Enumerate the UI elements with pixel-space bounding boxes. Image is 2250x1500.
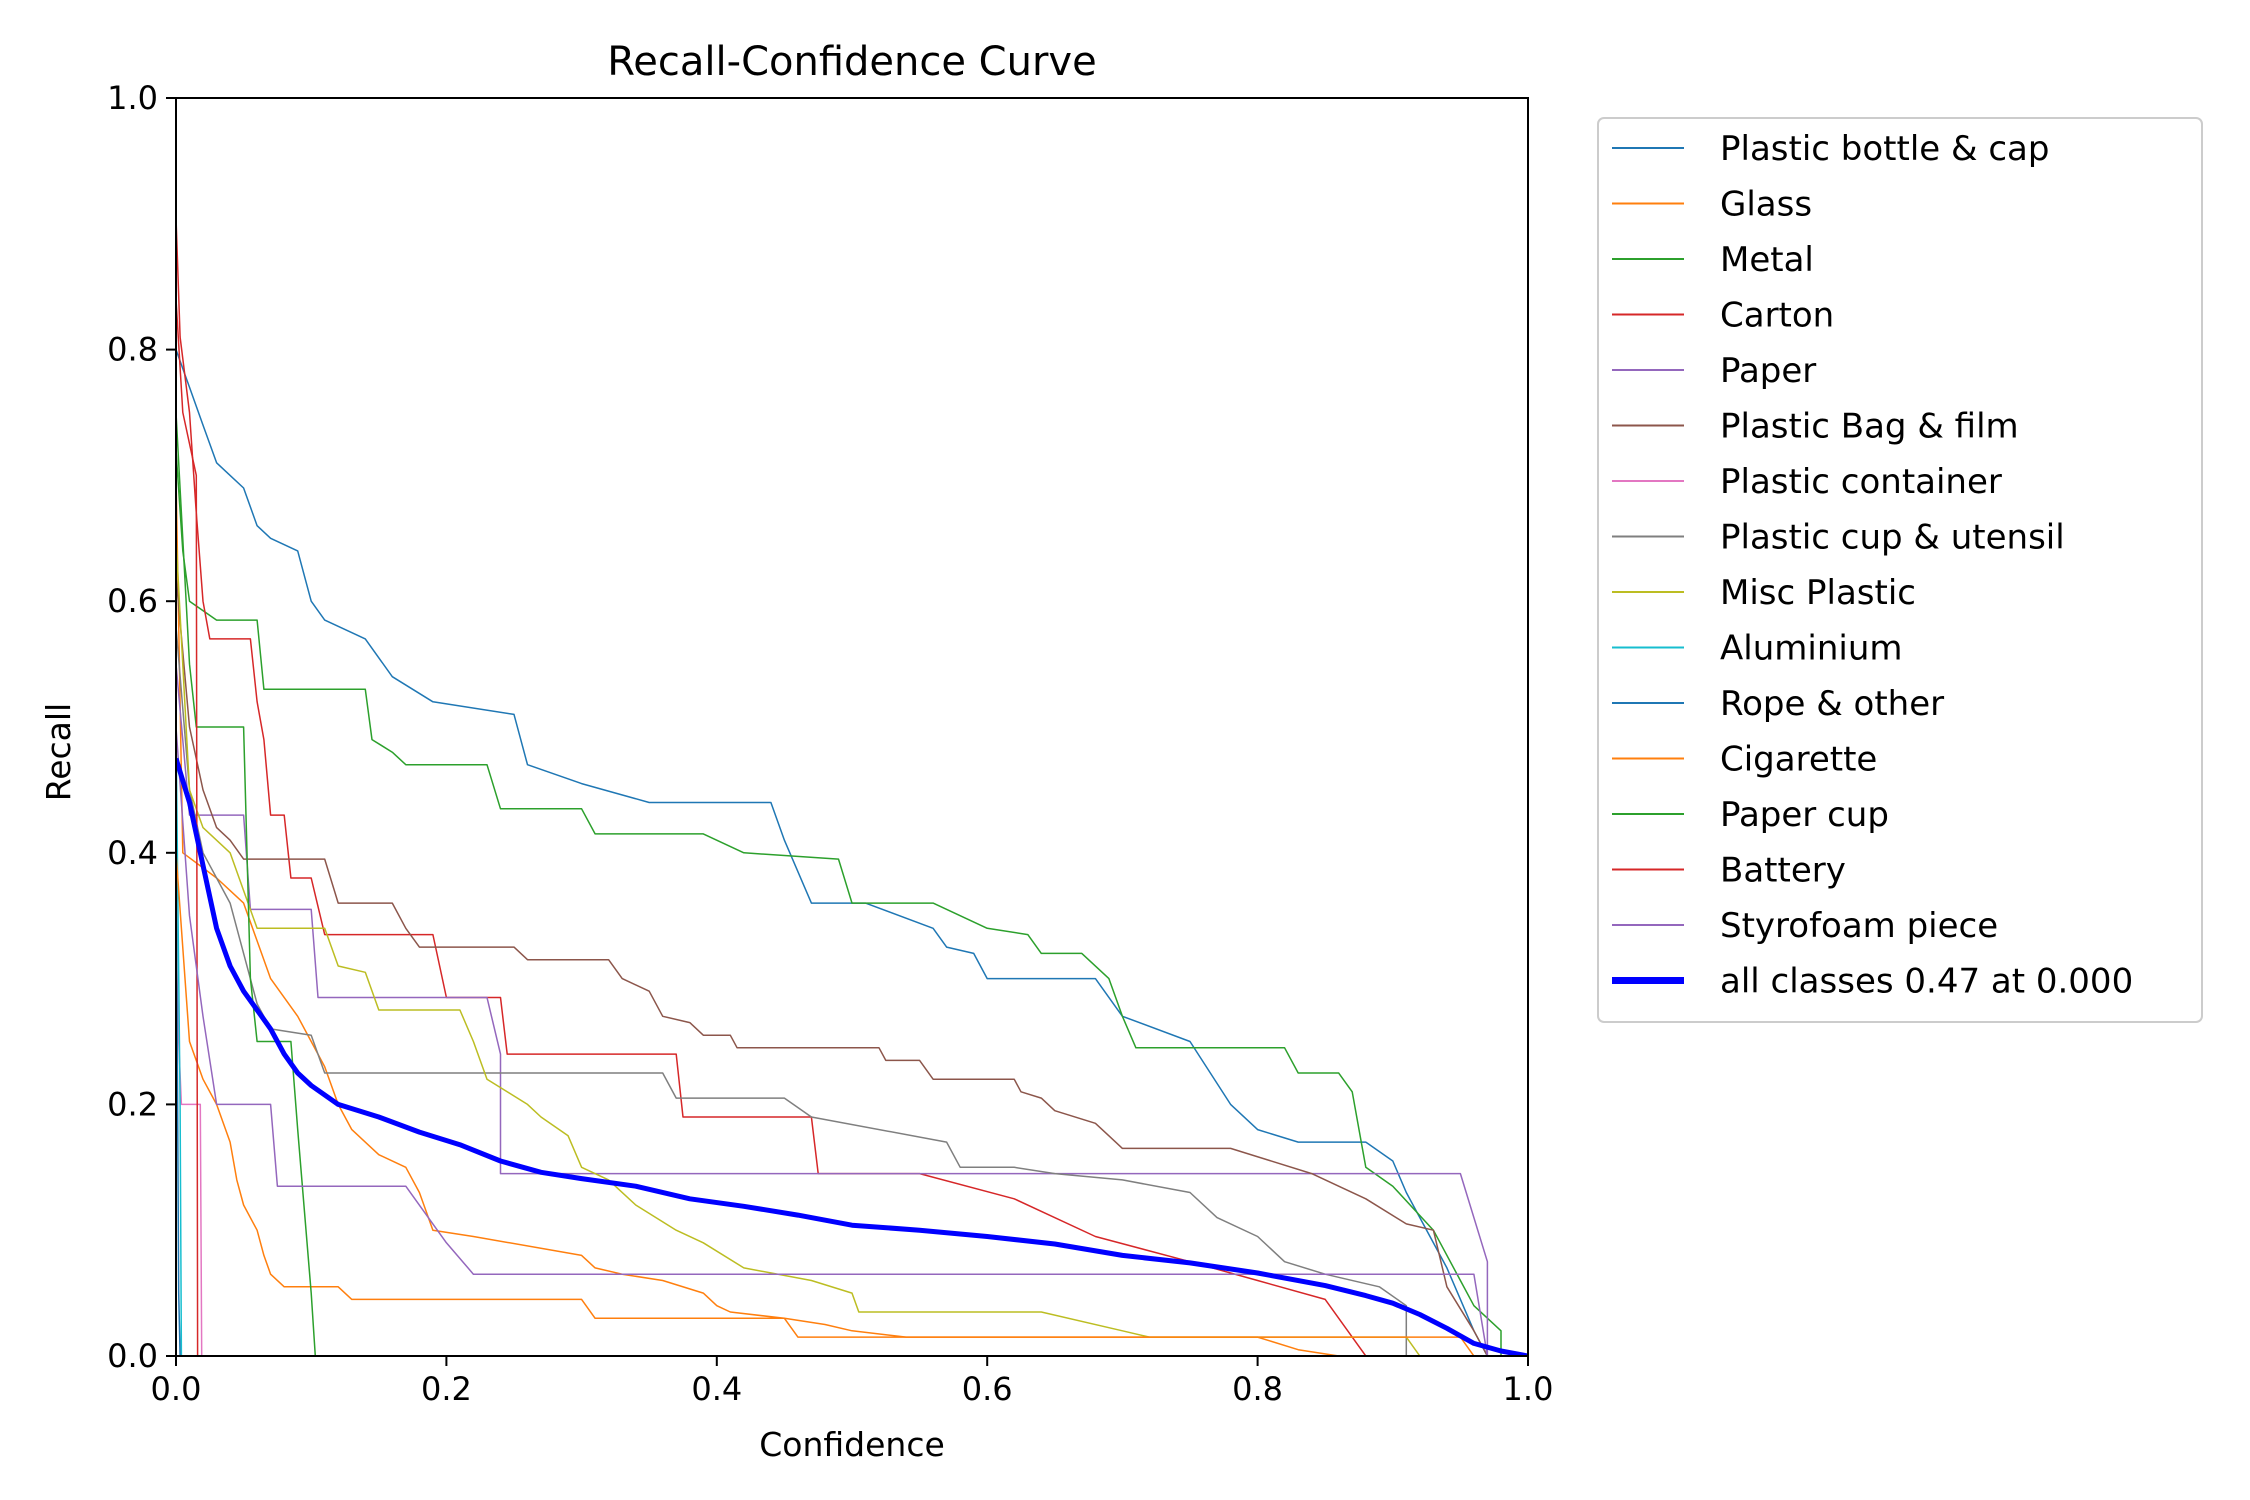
legend-label: Aluminium [1720,629,1902,669]
chart-title: Recall-Confidence Curve [607,39,1096,85]
series-line-6 [176,940,203,1356]
series-line-7 [176,626,1408,1356]
y-tick-label: 0.2 [107,1085,158,1123]
legend-label: Plastic bottle & cap [1720,129,2049,169]
legend-label: Glass [1720,185,1812,225]
legend-label: Plastic container [1720,462,2002,502]
legend-label: Paper [1720,351,1816,391]
x-axis-label: Confidence [759,1425,945,1464]
x-tick-label: 0.2 [421,1370,472,1408]
y-tick-label: 0.6 [107,582,158,620]
legend: Plastic bottle & cap Glass Metal Carton Pape… [1597,117,2203,1023]
legend-label: Paper cup [1720,795,1889,835]
series-line-4 [176,664,1489,1356]
series-line-0 [176,349,1489,1356]
series-line-12 [176,412,317,1356]
legend-label: Carton [1720,296,1834,336]
series-line-3 [176,217,1367,1356]
x-tick-label: 1.0 [1503,1370,1554,1408]
y-axis-label: Recall [39,703,78,801]
x-tick-label: 0.0 [151,1370,202,1408]
series-line-1 [176,475,1339,1356]
series-line-15 [176,757,1528,1356]
ticks-layer: 0.0 0.2 0.4 0.6 0.8 1.0 0.0 0.2 0.4 0.6 0.8 1.0 [107,79,1553,1408]
legend-label: Metal [1720,240,1814,280]
x-tick-label: 0.8 [1232,1370,1283,1408]
series-line-14 [176,726,1489,1356]
x-tick-label: 0.6 [962,1370,1013,1408]
legend-label: Plastic cup & utensil [1720,518,2065,558]
y-tick-label: 0.8 [107,331,158,369]
series-line-2 [176,450,1502,1356]
legend-label: Battery [1720,851,1846,891]
series-layer [176,217,1528,1356]
series-line-8 [176,538,1421,1356]
legend-box [1597,117,2203,1023]
series-line-13 [176,299,199,1356]
legend-label: Cigarette [1720,740,1877,780]
legend-label: Styrofoam piece [1720,906,1998,946]
y-tick-label: 0.0 [107,1337,158,1375]
plot-frame [175,97,1529,1357]
legend-label: all classes 0.47 at 0.000 [1720,962,2133,1002]
legend-label: Rope & other [1720,684,1944,724]
x-tick-label: 0.4 [691,1370,742,1408]
series-line-9 [176,726,183,1356]
series-line-5 [176,575,1489,1356]
y-tick-label: 1.0 [107,79,158,117]
y-tick-label: 0.4 [107,834,158,872]
legend-label: Misc Plastic [1720,573,1916,613]
legend-label: Plastic Bag & film [1720,407,2019,447]
